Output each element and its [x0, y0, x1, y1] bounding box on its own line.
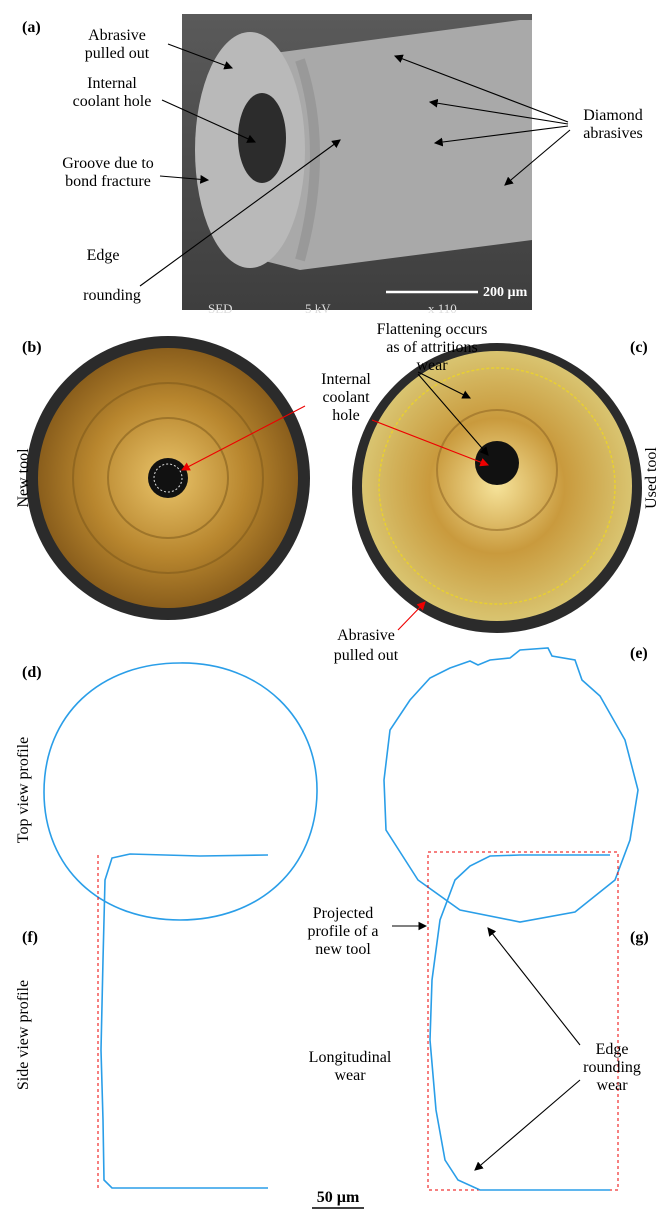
- text-line: wear: [334, 1067, 366, 1084]
- text-line: abrasives: [583, 125, 643, 142]
- text-line: bond fracture: [65, 173, 151, 190]
- text-line: rounding: [83, 287, 141, 304]
- text-line: hole: [332, 407, 360, 424]
- top-profile-new: [44, 663, 317, 920]
- projected-outline: [428, 852, 618, 1190]
- panel-label: (d): [22, 664, 42, 681]
- panel-label: (g): [630, 929, 649, 946]
- text-line: new tool: [315, 941, 371, 958]
- side-label: New tool: [15, 448, 32, 508]
- scale-bar-label: 50 µm: [317, 1189, 360, 1206]
- text-line: Longitudinal: [309, 1049, 392, 1066]
- panel-label: (e): [630, 645, 648, 662]
- side-label: Used tool: [643, 447, 660, 509]
- text-line: wear: [596, 1077, 628, 1094]
- top-profile-used: [384, 648, 638, 922]
- text-line: wear: [416, 357, 448, 374]
- text-line: x 110: [428, 301, 457, 316]
- text-line: Flattening occurs: [377, 321, 488, 338]
- panel-label: (a): [22, 19, 41, 36]
- text-line: Edge: [87, 247, 120, 264]
- new-tool-image: [26, 336, 310, 620]
- figure: (a) Abrasivepulled out Internalcoolant h…: [0, 0, 662, 1215]
- annotation: Abrasive pulled out: [334, 627, 399, 664]
- text-line: pulled out: [334, 647, 399, 664]
- side-label: Top view profile: [15, 737, 32, 843]
- arrow: [488, 928, 580, 1045]
- side-profile-new: [101, 854, 268, 1188]
- text-line: 5 kV: [305, 301, 331, 316]
- sem-image: [182, 14, 532, 310]
- panel-label: (b): [22, 339, 42, 356]
- arrow: [398, 602, 425, 630]
- text-line: Projected: [313, 905, 373, 922]
- text-line: Edge: [596, 1041, 629, 1058]
- text-line: Internal: [87, 75, 137, 92]
- text-line: Abrasive: [337, 627, 395, 644]
- panel-label: (f): [22, 929, 38, 946]
- panel-label: (c): [630, 339, 648, 356]
- text-line: as of attritions: [386, 339, 478, 356]
- text-line: pulled out: [85, 45, 150, 62]
- text-line: Groove due to: [62, 155, 154, 172]
- text-line: Diamond: [583, 107, 643, 124]
- annotation: Edge rounding: [83, 247, 141, 304]
- scale-bar-label: 200 µm: [483, 285, 528, 300]
- text-line: rounding: [583, 1059, 641, 1076]
- text-line: coolant hole: [73, 93, 152, 110]
- text-line: coolant: [322, 389, 370, 406]
- arrow: [475, 1080, 580, 1170]
- text-line: Abrasive: [88, 27, 146, 44]
- used-tool-image: [352, 343, 642, 633]
- text-line: profile of a: [307, 923, 378, 940]
- side-label: Side view profile: [15, 980, 32, 1090]
- text-line: Internal: [321, 371, 371, 388]
- text-line: SED: [208, 301, 233, 316]
